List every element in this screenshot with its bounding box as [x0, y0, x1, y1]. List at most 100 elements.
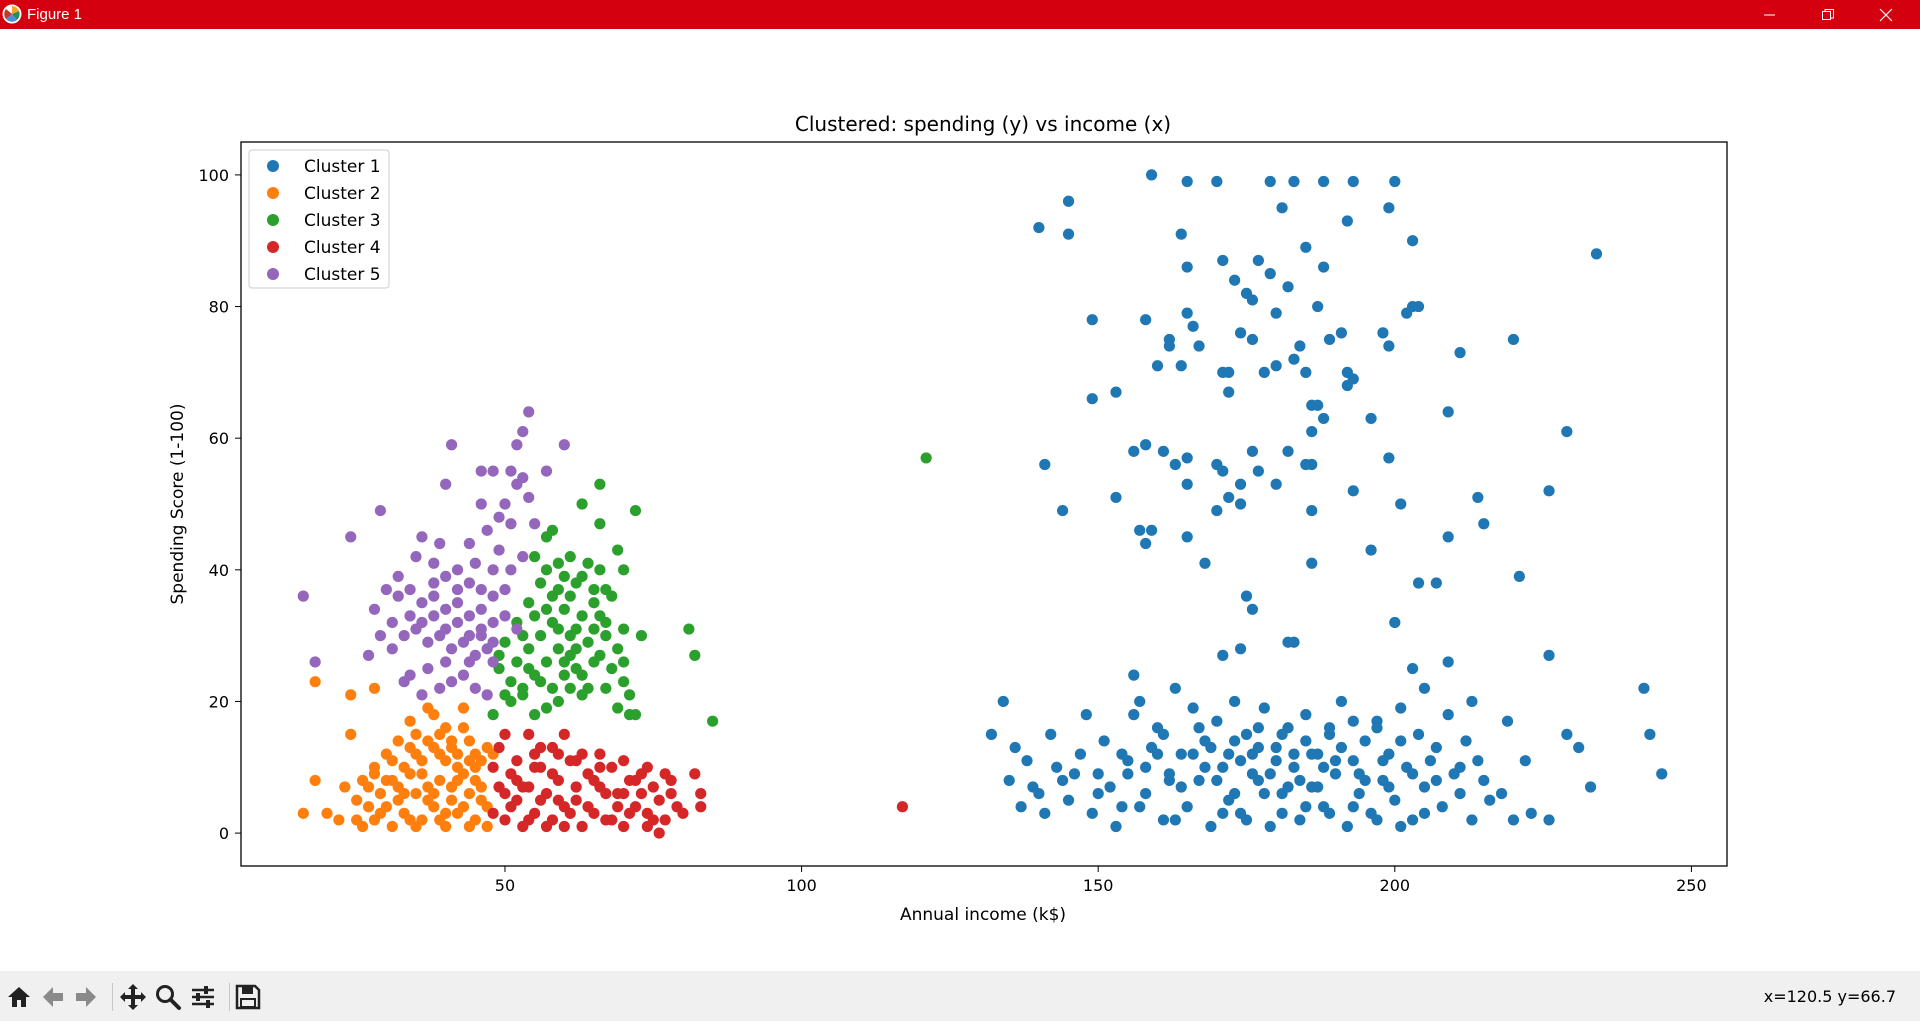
scatter-point-cluster-1	[1140, 761, 1152, 773]
scatter-point-cluster-1	[1110, 386, 1122, 398]
scatter-point-cluster-1	[1359, 774, 1371, 787]
scatter-point-cluster-1	[1187, 748, 1199, 760]
scatter-point-cluster-2	[469, 774, 481, 787]
scatter-point-cluster-1	[1335, 695, 1348, 708]
minimize-button[interactable]	[1741, 0, 1799, 29]
scatter-point-cluster-2	[463, 755, 475, 767]
scatter-point-cluster-1	[1175, 228, 1187, 240]
scatter-point-cluster-1	[1424, 755, 1436, 767]
scatter-point-cluster-1	[1395, 735, 1407, 747]
scatter-point-cluster-4	[540, 820, 553, 833]
scatter-point-cluster-5	[440, 656, 452, 668]
scatter-point-cluster-1	[1300, 735, 1312, 747]
scatter-point-cluster-1	[1181, 261, 1193, 273]
scatter-point-cluster-1	[1507, 333, 1520, 346]
scatter-point-cluster-4	[653, 827, 665, 839]
scatter-point-cluster-5	[463, 577, 475, 589]
scatter-point-cluster-1	[1584, 781, 1597, 793]
scatter-point-cluster-1	[1057, 774, 1069, 787]
save-button[interactable]	[231, 980, 265, 1014]
scatter-point-cluster-1	[1638, 682, 1650, 694]
y-axis-ticks: 0 20 40 60 80 100	[198, 166, 241, 843]
scatter-point-cluster-1	[1300, 241, 1312, 253]
forward-icon	[76, 987, 96, 1007]
scatter-point-cluster-1	[1175, 748, 1187, 760]
scatter-point-cluster-3	[629, 504, 642, 517]
scatter-point-cluster-1	[997, 695, 1009, 708]
zoom-button[interactable]	[151, 980, 185, 1014]
restore-button[interactable]	[1799, 0, 1857, 29]
scatter-point-cluster-3	[552, 557, 564, 569]
scatter-point-cluster-1	[1039, 807, 1051, 819]
scatter-point-cluster-5	[505, 564, 517, 576]
scatter-point-cluster-4	[689, 768, 701, 780]
x-tick-label: 250	[1676, 876, 1707, 895]
scatter-point-cluster-3	[600, 630, 612, 642]
close-button[interactable]	[1857, 0, 1915, 29]
scatter-point-cluster-3	[564, 590, 576, 602]
scatter-point-cluster-3	[606, 590, 618, 602]
scatter-point-cluster-2	[451, 774, 464, 787]
scatter-point-cluster-2	[428, 709, 440, 721]
scatter-point-cluster-1	[1187, 320, 1199, 332]
scatter-point-cluster-4	[487, 761, 499, 773]
scatter-point-cluster-3	[546, 682, 559, 694]
back-icon	[43, 987, 63, 1007]
scatter-point-cluster-5	[493, 544, 505, 556]
forward-button[interactable]	[69, 980, 103, 1014]
y-tick-label: 100	[198, 166, 229, 185]
legend-marker-cluster-3	[267, 214, 279, 226]
scatter-point-cluster-2	[297, 807, 309, 819]
scatter-point-cluster-1	[1323, 333, 1336, 346]
configure-subplots-button[interactable]	[186, 980, 220, 1014]
scatter-point-cluster-5	[463, 537, 475, 550]
scatter-point-cluster-1	[1466, 695, 1478, 708]
scatter-point-cluster-4	[570, 755, 582, 767]
scatter-point-cluster-5	[440, 478, 452, 490]
scatter-point-cluster-1	[1454, 761, 1466, 773]
scatter-point-cluster-4	[588, 774, 600, 787]
scatter-point-cluster-3	[564, 649, 576, 661]
scatter-point-cluster-1	[1306, 748, 1318, 760]
scatter-point-cluster-2	[451, 748, 464, 760]
scatter-point-cluster-1	[1353, 788, 1365, 800]
legend-marker-cluster-1	[267, 160, 279, 172]
home-button[interactable]	[2, 980, 36, 1014]
scatter-point-cluster-4	[635, 788, 648, 800]
scatter-point-cluster-2	[440, 722, 452, 734]
scatter-point-cluster-1	[1199, 557, 1211, 569]
scatter-point-cluster-1	[1258, 366, 1270, 378]
scatter-point-cluster-1	[1478, 518, 1490, 530]
scatter-point-cluster-2	[440, 807, 452, 819]
scatter-point-cluster-1	[1365, 412, 1377, 425]
scatter-point-cluster-2	[345, 689, 357, 701]
scatter-point-cluster-3	[576, 570, 588, 583]
scatter-point-cluster-3	[594, 518, 606, 530]
scatter-point-cluster-5	[422, 662, 434, 675]
scatter-point-cluster-1	[1205, 820, 1217, 833]
scatter-point-cluster-1	[1294, 814, 1306, 826]
scatter-point-cluster-3	[570, 623, 582, 635]
scatter-point-cluster-5	[440, 623, 452, 635]
back-button[interactable]	[36, 980, 70, 1014]
scatter-point-cluster-5	[368, 603, 381, 615]
scatter-point-cluster-1	[1507, 814, 1520, 826]
scatter-point-cluster-1	[1460, 735, 1472, 747]
scatter-point-cluster-1	[1412, 577, 1425, 589]
scatter-point-cluster-5	[451, 597, 464, 609]
scatter-point-cluster-5	[511, 439, 523, 451]
scatter-point-cluster-1	[1039, 458, 1051, 471]
scatter-point-cluster-1	[1246, 333, 1259, 346]
figure-canvas[interactable]: Clustered: spending (y) vs income (x) 50…	[0, 29, 1920, 971]
scatter-point-cluster-1	[1234, 498, 1247, 510]
pan-button[interactable]	[116, 980, 150, 1014]
scatter-point-cluster-5	[487, 564, 499, 576]
legend-label-cluster-4: Cluster 4	[304, 238, 381, 258]
scatter-point-cluster-3	[552, 623, 564, 635]
scatter-point-cluster-4	[659, 768, 671, 780]
scatter-point-cluster-5	[511, 623, 523, 635]
scatter-point-cluster-5	[309, 656, 321, 668]
x-tick-label: 200	[1380, 876, 1411, 895]
scatter-point-cluster-1	[1181, 801, 1193, 813]
scatter-point-cluster-3	[523, 662, 535, 675]
